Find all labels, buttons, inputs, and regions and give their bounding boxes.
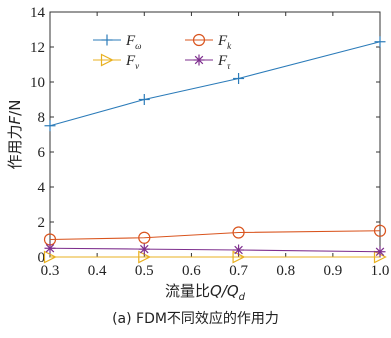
data-point xyxy=(373,224,387,237)
series-layer xyxy=(43,36,387,264)
data-point xyxy=(232,226,245,239)
y-axis-label: 作用力F/N xyxy=(6,100,24,170)
legend-marker xyxy=(101,34,113,46)
legend-entry-ω: Fω xyxy=(93,33,142,51)
y-tick-label: 4 xyxy=(38,180,46,196)
legend-entry-τ: Fτ xyxy=(185,53,231,71)
series-v xyxy=(43,250,387,264)
data-point xyxy=(138,243,150,255)
data-point xyxy=(233,244,245,256)
data-point xyxy=(44,120,56,132)
data-point xyxy=(44,242,56,254)
legend-label: Fτ xyxy=(217,53,231,71)
x-tick-label: 0.5 xyxy=(135,263,154,279)
data-point xyxy=(233,73,245,84)
series-line xyxy=(49,247,381,253)
series-line xyxy=(49,230,381,241)
series-τ xyxy=(44,242,386,258)
y-tick-label: 14 xyxy=(30,5,46,21)
x-tick-label: 0.4 xyxy=(88,263,107,279)
series-line xyxy=(49,41,381,127)
series-ω xyxy=(44,36,386,132)
legend: Fω Fk Fv Fτ xyxy=(93,33,232,71)
data-point xyxy=(138,94,150,105)
legend-marker xyxy=(192,33,206,47)
x-tick-label: 1.0 xyxy=(371,263,390,279)
data-point xyxy=(138,231,151,244)
x-tick-label: 0.7 xyxy=(229,263,248,279)
legend-marker xyxy=(100,53,114,67)
y-tick-label: 6 xyxy=(38,145,46,161)
y-tick-label: 2 xyxy=(38,215,46,231)
y-tick-label: 0 xyxy=(38,250,46,266)
legend-label: Fv xyxy=(125,53,139,71)
x-tick-label: 0.9 xyxy=(323,263,342,279)
axes: 0.3 0.4 0.5 0.6 0.7 0.8 0.9 1.0 0 2 4 6 8 10 12 14 xyxy=(30,5,389,279)
x-tick-label: 0.6 xyxy=(182,263,201,279)
legend-label: Fk xyxy=(217,33,232,51)
x-tick-label: 0.8 xyxy=(276,263,295,279)
data-point xyxy=(374,36,386,48)
data-point xyxy=(43,250,57,264)
figure-caption: (a) FDM不同效应的作用力 xyxy=(112,311,279,327)
legend-entry-v: Fv xyxy=(93,53,139,71)
y-tick-label: 10 xyxy=(30,75,45,91)
legend-entry-k: Fk xyxy=(185,33,232,51)
legend-marker xyxy=(193,54,205,66)
series-k xyxy=(43,224,387,246)
x-tick-label: 0.3 xyxy=(41,263,60,279)
plot-frame xyxy=(49,11,381,258)
y-tick-label: 8 xyxy=(38,110,46,126)
data-point xyxy=(374,246,386,258)
legend-label: Fω xyxy=(125,33,142,51)
x-axis-label: 流量比Q/Qd xyxy=(165,282,246,303)
y-tick-label: 12 xyxy=(30,40,45,56)
